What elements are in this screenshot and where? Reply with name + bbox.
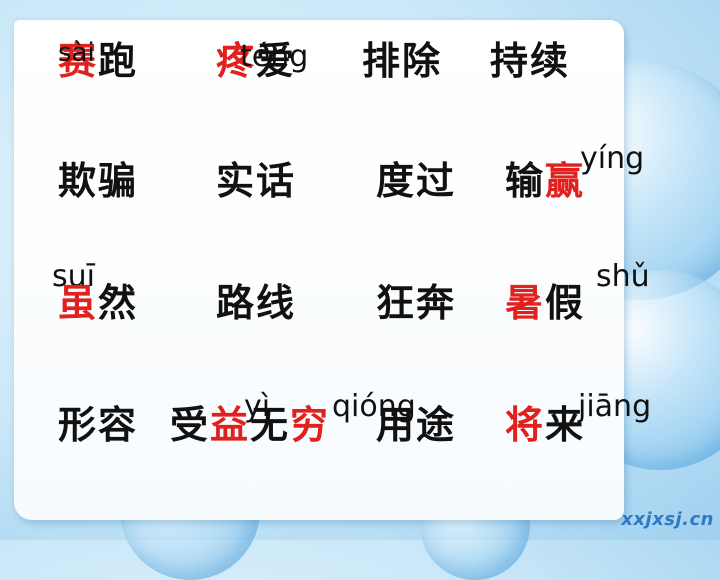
word-saipao: 赛跑 [58,42,138,80]
word-qipian: 欺骗 [58,162,138,200]
pinyin-jiang: jiāng [578,389,652,424]
word-suiran: 虽然 [58,284,138,322]
char-teng: 疼 [216,39,257,83]
word-paichu: 排除 [362,42,442,80]
word-jianglai: 将来 [505,406,585,444]
pinyin-shu: shǔ [596,259,650,294]
char-ben: 奔 [416,281,457,325]
char-yi: 益 [210,403,251,447]
site-logo: xxjxsj.cn [621,509,714,530]
char-hua: 话 [256,159,297,203]
char-shu: 输 [505,159,546,203]
paper-card [14,20,624,520]
word-kuangben: 狂奔 [376,284,456,322]
pinyin-ying: yíng [580,141,645,176]
word-shuying: 输赢 [505,162,585,200]
char-lu: 路 [216,281,257,325]
pinyin-sai: sài [58,38,95,68]
char-wu: 无 [250,403,291,447]
char-ai: 爱 [256,39,297,83]
word-duguo: 度过 [376,162,456,200]
pinyin-teng: téng [240,39,309,74]
word-yongtu: 用途 [376,403,457,447]
word-shujia: 暑假 [505,284,585,322]
word-xingrong: 形容 [58,403,139,447]
pinyin-sui: suī [52,259,95,294]
char-sui: 虽 [58,281,99,325]
char-guo: 过 [416,159,457,203]
char-du: 度 [376,159,417,203]
char-shi: 实 [216,159,257,203]
char-pian: 骗 [98,159,139,203]
word-chixu: 持续 [490,42,570,80]
char-kuang: 狂 [376,281,417,325]
char-chi: 持 [490,39,531,83]
char-chu: 除 [402,39,443,83]
word-shihua: 实话 [216,162,296,200]
char-ran: 然 [98,281,139,325]
char-xian: 线 [256,281,297,325]
char-jiang: 将 [505,403,546,447]
pinyin-qiong: qióng [332,389,416,424]
pinyin-yi: yì [244,389,271,424]
char-sai: 赛 [58,39,99,83]
char-shu-hot: 暑 [505,281,546,325]
char-xu: 续 [530,39,571,83]
char-qiong: 穷 [290,403,331,447]
char-lai: 来 [545,403,586,447]
word-tengai: 疼爱 [216,42,296,80]
char-qi: 欺 [58,159,99,203]
char-pao: 跑 [98,39,139,83]
char-shou: 受 [170,403,211,447]
word-luxian: 路线 [216,284,296,322]
word-shouyiwuqiong: 受益无穷 [170,406,330,444]
char-jia: 假 [545,281,586,325]
char-pai: 排 [362,39,403,83]
char-ying: 赢 [545,159,586,203]
